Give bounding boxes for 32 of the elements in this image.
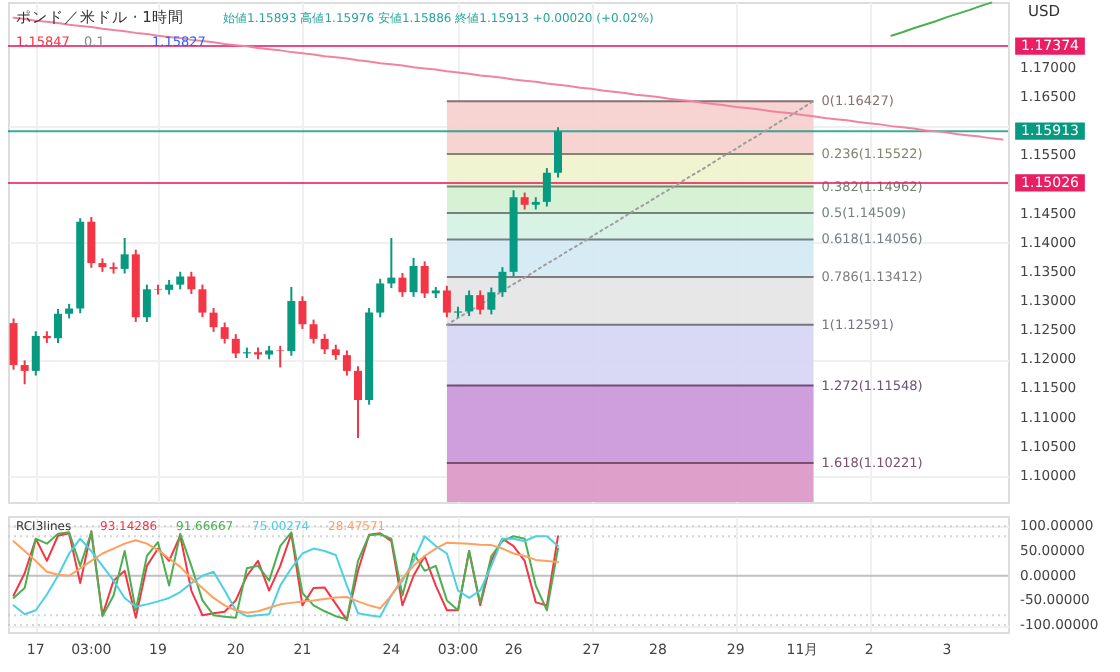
candlestick [420, 260, 429, 300]
candlestick [498, 266, 507, 298]
candlestick [376, 277, 385, 319]
candlestick [276, 344, 285, 369]
candlestick [120, 237, 129, 275]
candlestick [320, 333, 329, 355]
line-series [890, 1, 993, 37]
candlestick [476, 289, 485, 316]
candlestick [154, 283, 162, 296]
candlestick [9, 317, 18, 371]
candlestick [31, 330, 40, 377]
candlestick [142, 283, 151, 323]
candlestick [298, 295, 307, 330]
candlestick [54, 308, 62, 344]
candlestick [87, 216, 96, 269]
candlestick [465, 289, 474, 318]
candlestick [442, 284, 451, 319]
candlestick [198, 283, 207, 319]
candlestick [209, 306, 218, 333]
candlestick [231, 333, 240, 360]
candlestick [409, 256, 418, 298]
candlestick [109, 261, 118, 275]
line-series [445, 100, 815, 326]
candlestick [220, 321, 229, 345]
candlestick [342, 349, 351, 377]
candlestick [487, 286, 496, 316]
candlestick [20, 359, 29, 386]
candlestick [398, 271, 407, 298]
candlestick [354, 365, 362, 439]
candlestick [309, 318, 318, 345]
candlestick [187, 270, 196, 295]
candlestick [542, 167, 551, 208]
